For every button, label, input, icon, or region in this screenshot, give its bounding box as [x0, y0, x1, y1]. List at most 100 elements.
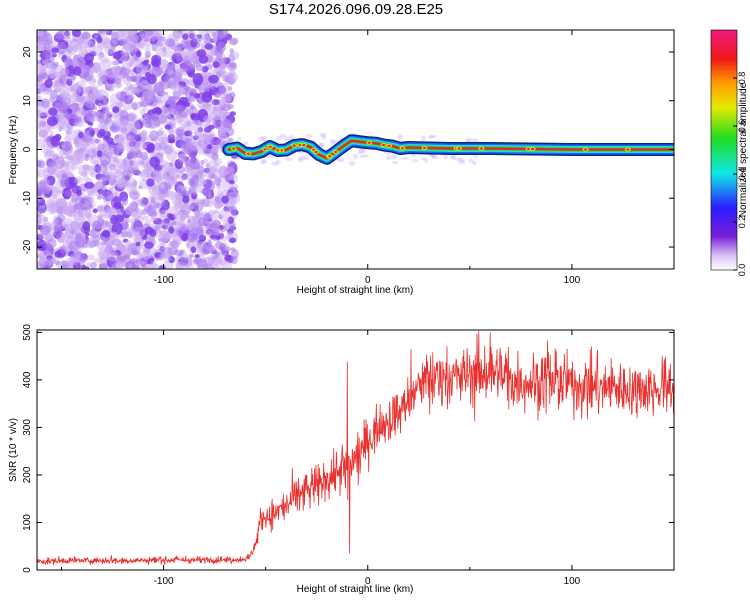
ridge-hotspot-core	[457, 147, 461, 150]
ridge-hotspot-core	[584, 148, 588, 151]
noise-blob	[192, 258, 199, 265]
noise-blob	[69, 93, 81, 103]
noise-blob	[161, 46, 167, 53]
noise-blob	[151, 107, 163, 116]
noise-blob	[58, 85, 70, 99]
noise-blob	[122, 121, 129, 126]
noise-blob	[468, 158, 474, 163]
noise-blob	[55, 95, 60, 99]
noise-blob	[221, 260, 232, 269]
noise-blob	[69, 151, 81, 166]
noise-blob	[146, 178, 155, 187]
noise-blob	[116, 260, 124, 268]
noise-blob	[186, 243, 191, 248]
noise-blob	[114, 135, 120, 139]
noise-blob	[37, 109, 41, 114]
noise-blob	[211, 174, 217, 179]
noise-blob	[60, 92, 65, 98]
noise-blob	[141, 234, 148, 240]
noise-blob	[110, 234, 117, 239]
noise-blob	[78, 38, 91, 49]
noise-blob	[132, 180, 138, 187]
noise-blob	[46, 200, 59, 215]
noise-blob	[73, 138, 79, 145]
noise-blob	[82, 88, 90, 96]
noise-blob	[57, 214, 66, 221]
noise-blob	[89, 228, 101, 239]
noise-blob	[105, 81, 113, 91]
noise-blob	[173, 174, 180, 181]
noise-blob	[137, 257, 148, 266]
noise-blob	[124, 166, 130, 172]
noise-blob	[162, 233, 171, 240]
noise-blob	[197, 244, 201, 249]
noise-blob	[144, 45, 151, 54]
noise-blob	[275, 159, 281, 164]
noise-blob	[211, 231, 216, 236]
noise-blob	[157, 243, 167, 252]
ridge-hotspot-core	[334, 150, 338, 154]
noise-blob	[158, 181, 169, 195]
noise-blob	[143, 36, 149, 42]
noise-blob	[72, 66, 82, 76]
noise-blob	[135, 64, 148, 74]
noise-blob	[42, 148, 52, 155]
noise-blob	[182, 47, 195, 58]
noise-blob	[98, 75, 105, 83]
noise-blob	[104, 221, 112, 227]
noise-blob	[188, 130, 193, 135]
snr-xtick-label: -100	[154, 576, 174, 587]
colorbar-tick-label: 0.0	[737, 264, 747, 277]
noise-blob	[146, 246, 158, 260]
noise-blob	[86, 261, 92, 268]
noise-blob	[443, 154, 448, 160]
noise-blob	[163, 110, 168, 114]
noise-blob	[182, 145, 188, 150]
noise-blob	[37, 83, 41, 88]
noise-blob	[161, 234, 171, 242]
noise-blob	[192, 135, 200, 140]
noise-blob	[94, 34, 99, 39]
noise-blob	[81, 144, 87, 150]
noise-blob	[90, 261, 97, 269]
noise-blob	[91, 105, 97, 111]
noise-blob	[143, 166, 151, 175]
noise-blob	[194, 254, 200, 258]
noise-blob	[183, 121, 192, 128]
noise-blob	[224, 246, 231, 252]
noise-blob	[95, 138, 101, 144]
noise-blob	[88, 168, 96, 176]
noise-blob	[182, 195, 190, 204]
noise-blob	[204, 133, 210, 138]
noise-blob	[392, 160, 399, 165]
noise-blob	[209, 245, 216, 253]
noise-blob	[40, 111, 45, 117]
noise-blob	[144, 51, 151, 59]
noise-blob	[84, 53, 94, 63]
noise-blob	[271, 161, 279, 166]
noise-blob	[131, 218, 143, 233]
noise-blob	[141, 208, 148, 215]
noise-blob	[99, 203, 112, 218]
noise-blob	[52, 220, 58, 226]
noise-blob	[166, 148, 174, 155]
noise-blob	[68, 250, 75, 257]
noise-blob	[203, 158, 209, 164]
noise-blob	[121, 43, 134, 55]
noise-blob	[98, 255, 104, 261]
noise-blob	[216, 189, 224, 196]
noise-blob	[191, 192, 198, 200]
noise-blob	[116, 178, 125, 188]
noise-blob	[149, 113, 162, 123]
noise-blob	[167, 166, 176, 175]
ridge-hotspot-core	[527, 147, 531, 151]
noise-blob	[83, 201, 90, 207]
noise-blob	[208, 194, 213, 200]
noise-blob	[230, 188, 238, 196]
noise-blob	[38, 260, 44, 266]
noise-blob	[192, 34, 203, 43]
noise-blob	[289, 134, 296, 141]
noise-blob	[101, 229, 111, 238]
noise-blob	[77, 86, 84, 94]
noise-blob	[228, 92, 236, 99]
